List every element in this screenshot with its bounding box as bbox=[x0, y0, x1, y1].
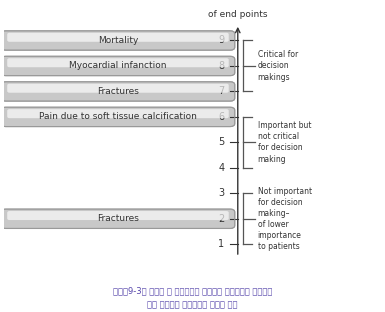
Text: 7: 7 bbox=[218, 86, 224, 96]
FancyBboxPatch shape bbox=[1, 209, 235, 228]
FancyBboxPatch shape bbox=[1, 82, 235, 101]
Text: Not important
for decision
making–
of lower
importance
to patients: Not important for decision making– of lo… bbox=[258, 187, 312, 251]
Text: of end points: of end points bbox=[208, 10, 268, 19]
Text: 2: 2 bbox=[218, 214, 224, 224]
Text: Important but
not critical
for decision
making: Important but not critical for decision … bbox=[258, 121, 311, 163]
Text: Critical for
decision
makings: Critical for decision makings bbox=[258, 50, 298, 81]
FancyBboxPatch shape bbox=[7, 84, 229, 93]
Text: 9: 9 bbox=[218, 36, 224, 46]
Text: 3: 3 bbox=[218, 188, 224, 198]
Text: 8: 8 bbox=[218, 61, 224, 71]
Text: 6: 6 bbox=[218, 112, 224, 122]
Text: Fractures: Fractures bbox=[97, 214, 139, 223]
FancyBboxPatch shape bbox=[1, 56, 235, 76]
FancyBboxPatch shape bbox=[7, 58, 229, 67]
Text: Fractures: Fractures bbox=[97, 87, 139, 96]
FancyBboxPatch shape bbox=[7, 109, 229, 118]
Text: Mortality: Mortality bbox=[98, 36, 138, 45]
FancyBboxPatch shape bbox=[7, 211, 229, 220]
Text: Myocardial infanction: Myocardial infanction bbox=[69, 61, 167, 71]
FancyBboxPatch shape bbox=[1, 107, 235, 127]
Text: 5: 5 bbox=[218, 137, 224, 147]
FancyBboxPatch shape bbox=[7, 33, 229, 42]
Text: 4: 4 bbox=[218, 163, 224, 173]
FancyBboxPatch shape bbox=[1, 31, 235, 50]
Text: Pain due to soft tissue calcification: Pain due to soft tissue calcification bbox=[39, 112, 197, 121]
Text: 〈그림9-3〉 신부전 및 고인산혈증 환자에서 약물치료의 인산억제
효과 평가에서 건강결과의 중요도 순위: 〈그림9-3〉 신부전 및 고인산혈증 환자에서 약물치료의 인산억제 효과 평… bbox=[113, 287, 272, 309]
Text: 1: 1 bbox=[218, 239, 224, 249]
